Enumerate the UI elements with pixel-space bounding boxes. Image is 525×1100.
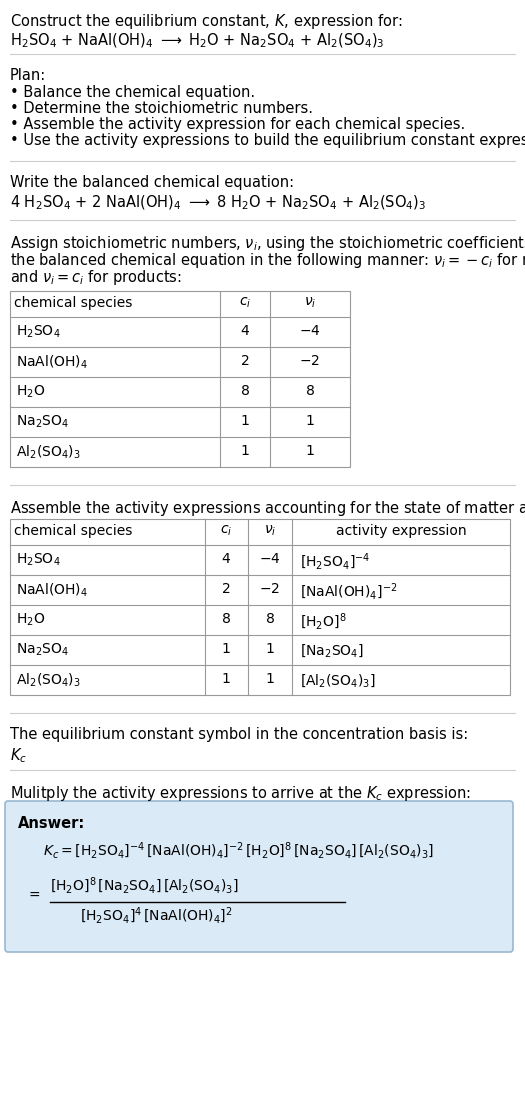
Text: $-4$: $-4$ [299,324,321,338]
Text: Write the balanced chemical equation:: Write the balanced chemical equation: [10,175,294,190]
Text: 1: 1 [222,672,230,686]
Text: 1: 1 [266,672,275,686]
Text: Plan:: Plan: [10,68,46,82]
Text: $[\mathrm{NaAl(OH)_4}]^{-2}$: $[\mathrm{NaAl(OH)_4}]^{-2}$ [300,582,397,603]
Text: 2: 2 [222,582,230,596]
Text: 1: 1 [240,444,249,458]
Text: • Use the activity expressions to build the equilibrium constant expression.: • Use the activity expressions to build … [10,133,525,148]
Text: and $\nu_i = c_i$ for products:: and $\nu_i = c_i$ for products: [10,268,182,287]
Text: $[\mathrm{H_2O}]^{8}\,[\mathrm{Na_2SO_4}]\,[\mathrm{Al_2(SO_4)_3}]$: $[\mathrm{H_2O}]^{8}\,[\mathrm{Na_2SO_4}… [50,876,239,896]
Text: $=$: $=$ [26,887,41,901]
Text: $[\mathrm{H_2O}]^{8}$: $[\mathrm{H_2O}]^{8}$ [300,612,346,632]
Text: Answer:: Answer: [18,816,85,831]
Text: $-2$: $-2$ [259,582,280,596]
Text: Mulitply the activity expressions to arrive at the $K_c$ expression:: Mulitply the activity expressions to arr… [10,784,471,803]
Text: $\mathrm{NaAl(OH)_4}$: $\mathrm{NaAl(OH)_4}$ [16,582,88,600]
Text: $\mathrm{Na_2SO_4}$: $\mathrm{Na_2SO_4}$ [16,414,69,430]
Text: 8: 8 [306,384,314,398]
Text: 2: 2 [240,354,249,368]
Text: $\mathrm{H_2O}$: $\mathrm{H_2O}$ [16,612,45,628]
Text: $\mathrm{Na_2SO_4}$: $\mathrm{Na_2SO_4}$ [16,642,69,659]
Text: $\mathrm{H_2SO_4}$: $\mathrm{H_2SO_4}$ [16,552,60,569]
Text: $\mathrm{Al_2(SO_4)_3}$: $\mathrm{Al_2(SO_4)_3}$ [16,444,81,461]
Text: chemical species: chemical species [14,296,132,310]
Text: $\mathrm{Al_2(SO_4)_3}$: $\mathrm{Al_2(SO_4)_3}$ [16,672,81,690]
Text: $\mathrm{H_2O}$: $\mathrm{H_2O}$ [16,384,45,400]
Text: $K_c = [\mathrm{H_2SO_4}]^{-4}\,[\mathrm{NaAl(OH)_4}]^{-2}\,[\mathrm{H_2O}]^{8}\: $K_c = [\mathrm{H_2SO_4}]^{-4}\,[\mathrm… [43,842,434,861]
Text: $\nu_i$: $\nu_i$ [304,296,316,310]
Text: $-4$: $-4$ [259,552,281,567]
Text: $c_i$: $c_i$ [239,296,251,310]
Text: • Assemble the activity expression for each chemical species.: • Assemble the activity expression for e… [10,117,465,132]
Text: $[\mathrm{H_2SO_4}]^{-4}$: $[\mathrm{H_2SO_4}]^{-4}$ [300,552,370,572]
Text: 8: 8 [222,612,230,626]
Text: The equilibrium constant symbol in the concentration basis is:: The equilibrium constant symbol in the c… [10,727,468,742]
Text: $[\mathrm{Al_2(SO_4)_3}]$: $[\mathrm{Al_2(SO_4)_3}]$ [300,672,376,689]
Text: $\nu_i$: $\nu_i$ [264,524,276,538]
Text: $-2$: $-2$ [299,354,320,368]
Text: $\mathrm{H_2SO_4}$ + NaAl(OH)$_4$ $\longrightarrow$ $\mathrm{H_2O}$ + $\mathrm{N: $\mathrm{H_2SO_4}$ + NaAl(OH)$_4$ $\long… [10,32,384,51]
Text: $\mathrm{NaAl(OH)_4}$: $\mathrm{NaAl(OH)_4}$ [16,354,88,372]
Text: $c_i$: $c_i$ [220,524,232,538]
Text: • Determine the stoichiometric numbers.: • Determine the stoichiometric numbers. [10,101,313,116]
FancyBboxPatch shape [5,801,513,952]
Text: activity expression: activity expression [335,524,466,538]
Text: $K_c$: $K_c$ [10,746,27,764]
Text: $\mathrm{H_2SO_4}$: $\mathrm{H_2SO_4}$ [16,324,60,340]
Text: 4: 4 [240,324,249,338]
Text: 8: 8 [240,384,249,398]
Text: $[\mathrm{H_2SO_4}]^{4}\,[\mathrm{NaAl(OH)_4}]^{2}$: $[\mathrm{H_2SO_4}]^{4}\,[\mathrm{NaAl(O… [80,906,233,926]
Text: 8: 8 [266,612,275,626]
Text: chemical species: chemical species [14,524,132,538]
Text: Construct the equilibrium constant, $K$, expression for:: Construct the equilibrium constant, $K$,… [10,12,403,31]
Text: 1: 1 [222,642,230,656]
Bar [10,292,350,468]
Text: 1: 1 [240,414,249,428]
Text: $[\mathrm{Na_2SO_4}]$: $[\mathrm{Na_2SO_4}]$ [300,642,364,659]
Text: 4 $\mathrm{H_2SO_4}$ + 2 NaAl(OH)$_4$ $\longrightarrow$ 8 $\mathrm{H_2O}$ + $\ma: 4 $\mathrm{H_2SO_4}$ + 2 NaAl(OH)$_4$ $\… [10,194,426,212]
Text: 4: 4 [222,552,230,567]
Text: 1: 1 [306,414,314,428]
Bar [10,519,510,695]
Text: Assemble the activity expressions accounting for the state of matter and $\nu_i$: Assemble the activity expressions accoun… [10,499,525,518]
Text: 1: 1 [266,642,275,656]
Text: 1: 1 [306,444,314,458]
Text: the balanced chemical equation in the following manner: $\nu_i = -c_i$ for react: the balanced chemical equation in the fo… [10,251,525,270]
Text: • Balance the chemical equation.: • Balance the chemical equation. [10,85,255,100]
Text: Assign stoichiometric numbers, $\nu_i$, using the stoichiometric coefficients, $: Assign stoichiometric numbers, $\nu_i$, … [10,234,525,253]
